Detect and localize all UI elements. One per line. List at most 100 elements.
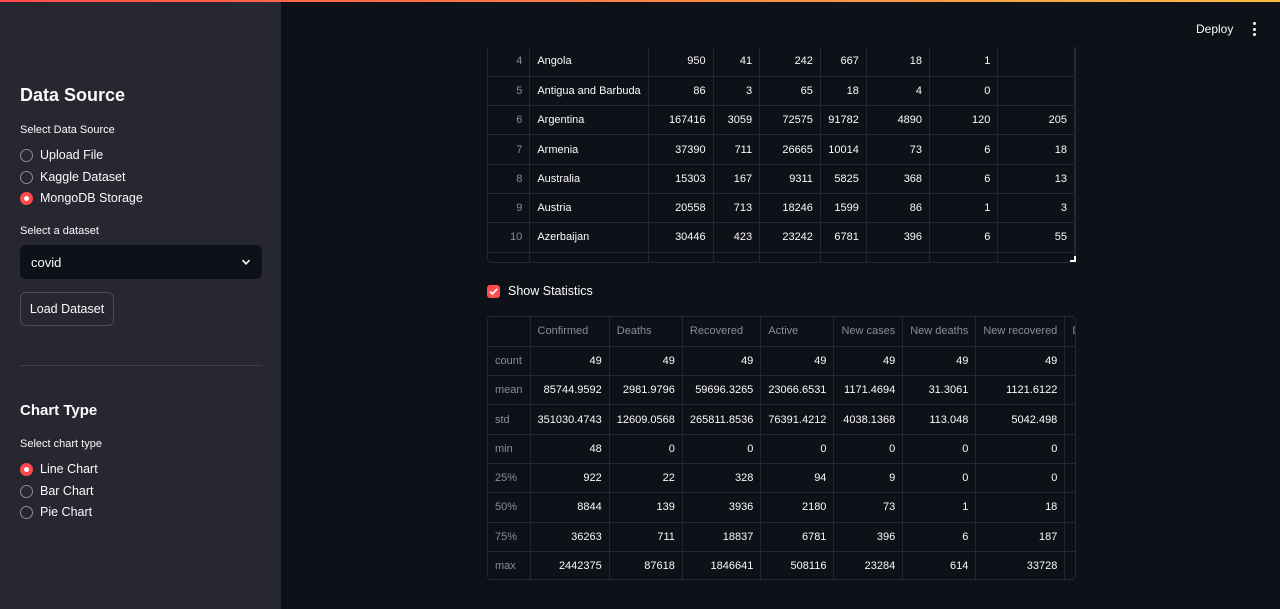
radio-label: Bar Chart [40,484,94,498]
table-cell: 922 [530,463,610,494]
table-row[interactable]: 8 Australia 15303 167 9311 5825 368 6 13 [488,164,1075,194]
table-row[interactable]: mean 85744.9592 2981.9796 59696.3265 23066.6… [488,375,1075,406]
dataframe: 4 Angola 950 41 242 667 18 1 5 Antigua and Barbud… [488,47,1075,262]
radio-pie-chart[interactable]: Pie Chart [20,503,92,521]
table-cell: 18 [997,134,1075,165]
table-cell: 10014 [820,134,867,165]
table-cell: 0 [975,463,1066,494]
table-cell: 396 [833,522,904,552]
table-cell: 18837 [682,522,762,552]
table-cell: 8844 [530,492,610,523]
table-cell: 13 [997,164,1075,194]
table-cell: 187 [975,522,1066,552]
radio-kaggle-dataset[interactable]: Kaggle Dataset [20,168,125,186]
radio-label: MongoDB Storage [40,191,143,205]
table-resize-handle[interactable] [1070,256,1076,262]
table-cell: 3 [713,76,761,107]
table-cell: 49 [682,346,762,377]
table-cell: 23242 [759,222,821,253]
chart-type-label: Select chart type [20,438,102,450]
table-cell: 2180 [760,492,835,523]
table-row[interactable]: 6 Argentina 167416 3059 72575 91782 4890 120 205 [488,105,1075,136]
corner-header-cell [488,317,531,347]
table-cell: 950 [648,47,714,77]
table-row[interactable]: 9 Austria 20558 713 18246 1599 86 1 3 [488,193,1075,224]
table-cell: 1599 [820,193,867,224]
radio-upload-file[interactable]: Upload File [20,146,103,164]
deploy-button[interactable]: Deploy [1196,22,1234,36]
radio-bar-chart[interactable]: Bar Chart [20,482,94,500]
table-cell: 1846641 [682,551,762,579]
table-cell [866,252,931,262]
table-cell: 6 [929,164,999,194]
table-cell [759,252,821,262]
radio-mongodb-storage[interactable]: MongoDB Storage [20,189,143,207]
table-cell [929,252,999,262]
table-cell [488,252,531,262]
radio-label: Line Chart [40,462,98,476]
table-row[interactable]: std 351030.4743 12609.0568 265811.8536 76391… [488,404,1075,435]
table-cell: 1 [929,193,999,224]
table-cell: 73 [833,492,904,523]
table-cell: 167416 [648,105,714,136]
table-cell [1064,375,1075,406]
load-dataset-button[interactable]: Load Dataset [20,292,114,326]
row-index-cell: 10 [488,222,531,253]
table-cell: 120 [929,105,999,136]
table-cell [1064,434,1075,464]
table-cell: 49 [760,346,835,377]
row-index-cell: 4 [488,47,531,77]
dataframe-table[interactable]: 4 Angola 950 41 242 667 18 1 5 Antigua and Barbud… [487,47,1076,263]
radio-selected-icon [20,191,33,205]
table-cell: 18 [975,492,1066,523]
country-cell: Antigua and Barbuda [529,76,649,107]
column-header: Confirmed [530,317,610,347]
table-cell: 3059 [713,105,761,136]
statistics-table[interactable]: Confirmed Deaths Recovered Active New cases N… [487,316,1076,580]
table-row[interactable]: 75% 36263 711 18837 6781 396 6 187 [488,522,1075,552]
table-cell: 1 [929,47,999,77]
table-cell: 59696.3265 [682,375,762,406]
column-header: Recovered [682,317,762,347]
table-cell: 23284 [833,551,904,579]
table-cell: 22 [609,463,683,494]
table-cell [997,252,1075,262]
row-index-cell: 5 [488,76,531,107]
dataset-select[interactable]: covid [20,245,262,279]
column-header: Deaths [609,317,683,347]
dataset-select-label: Select a dataset [20,225,99,237]
table-row[interactable]: 4 Angola 950 41 242 667 18 1 [488,47,1075,77]
table-cell: 711 [609,522,683,552]
table-row[interactable]: 7 Armenia 37390 711 26665 10014 73 6 18 [488,134,1075,165]
table-cell: 711 [713,134,761,165]
row-index-cell: 7 [488,134,531,165]
table-cell: 0 [682,434,762,464]
table-row[interactable]: 10 Azerbaijan 30446 423 23242 6781 396 6 55 [488,222,1075,253]
row-label-cell: std [488,404,531,435]
show-statistics-checkbox[interactable]: Show Statistics [487,284,593,298]
table-cell: 18 [820,76,867,107]
table-row[interactable]: 50% 8844 139 3936 2180 73 1 18 [488,492,1075,523]
table-cell: 31.3061 [902,375,977,406]
table-row[interactable]: min 48 0 0 0 0 0 0 [488,434,1075,464]
table-row[interactable]: 25% 922 22 328 94 9 0 0 [488,463,1075,494]
table-cell: 49 [902,346,977,377]
table-cell: 49 [530,346,610,377]
radio-selected-icon [20,462,33,476]
table-cell: 72575 [759,105,821,136]
table-row[interactable] [488,252,1075,262]
table-cell: 86 [648,76,714,107]
table-cell: 12609.0568 [609,404,683,435]
table-cell: 33728 [975,551,1066,579]
table-row[interactable]: 5 Antigua and Barbuda 86 3 65 18 4 0 [488,76,1075,107]
row-label-cell: min [488,434,531,464]
table-row[interactable]: max 2442375 87618 1846641 508116 23284 614 3372… [488,551,1075,579]
table-cell: 9311 [759,164,821,194]
radio-line-chart[interactable]: Line Chart [20,460,98,478]
main-menu-icon[interactable] [1246,20,1262,38]
table-cell: 49 [975,346,1066,377]
table-row[interactable]: count 49 49 49 49 49 49 49 [488,346,1075,377]
table-cell: 3 [997,193,1075,224]
table-cell: 4038.1368 [833,404,904,435]
table-cell: 6781 [760,522,835,552]
